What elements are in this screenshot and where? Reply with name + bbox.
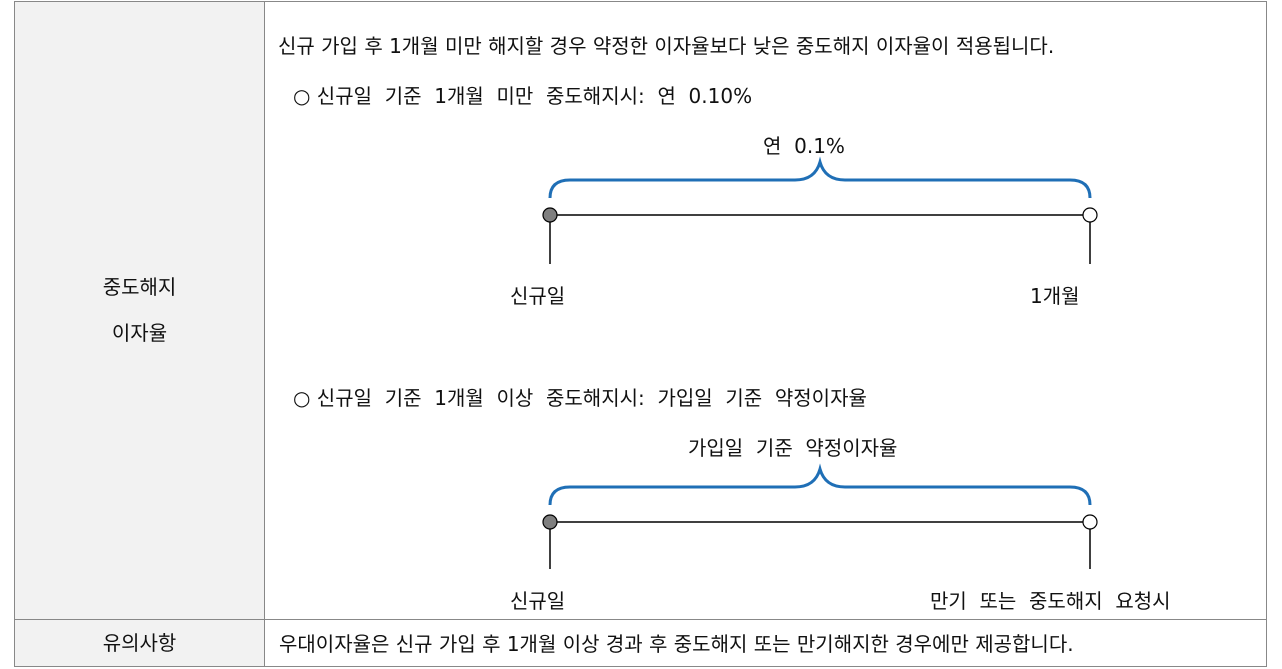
interest-rate-table: 중도해지 이자율 신규 가입 후 1개월 미만 해지할 경우 약정한 이자율보다… xyxy=(14,1,1267,668)
brace-2 xyxy=(548,463,1092,506)
start-dot-2 xyxy=(542,514,558,530)
end-label-2: 만기 또는 중도해지 요청시 xyxy=(930,589,1171,613)
label-line-1: 중도해지 xyxy=(102,275,177,300)
brace-label-1: 연 0.1% xyxy=(763,134,845,158)
intro-text: 신규 가입 후 1개월 미만 해지할 경우 약정한 이자율보다 낮은 중도해지 … xyxy=(278,34,1055,58)
table-row-early-termination: 중도해지 이자율 신규 가입 후 1개월 미만 해지할 경우 약정한 이자율보다… xyxy=(14,1,1267,620)
case1-heading: ○ 신규일 기준 1개월 미만 중도해지시: 연 0.10% xyxy=(293,84,753,108)
end-dot-1 xyxy=(1082,207,1098,223)
brace-1 xyxy=(548,156,1092,199)
brace-label-2: 가입일 기준 약정이자율 xyxy=(688,436,898,460)
end-label-1: 1개월 xyxy=(1030,284,1080,308)
table-row-notes: 유의사항 우대이자율은 신규 가입 후 1개월 이상 경과 후 중도해지 또는 … xyxy=(14,618,1267,668)
end-dot-2 xyxy=(1082,514,1098,530)
start-label-1: 신규일 xyxy=(510,284,566,308)
notes-text: 우대이자율은 신규 가입 후 1개월 이상 경과 후 중도해지 또는 만기해지한… xyxy=(264,618,1267,668)
row-label-early-termination: 중도해지 이자율 xyxy=(14,1,265,620)
label-line-2: 이자율 xyxy=(111,321,168,346)
start-dot-1 xyxy=(542,207,558,223)
timeline-diagram-1 xyxy=(542,156,1098,569)
early-termination-content: 신규 가입 후 1개월 미만 해지할 경우 약정한 이자율보다 낮은 중도해지 … xyxy=(264,1,1267,620)
row-label-notes: 유의사항 xyxy=(14,618,265,668)
start-label-2: 신규일 xyxy=(510,589,566,613)
case2-heading: ○ 신규일 기준 1개월 이상 중도해지시: 가입일 기준 약정이자율 xyxy=(293,386,867,410)
